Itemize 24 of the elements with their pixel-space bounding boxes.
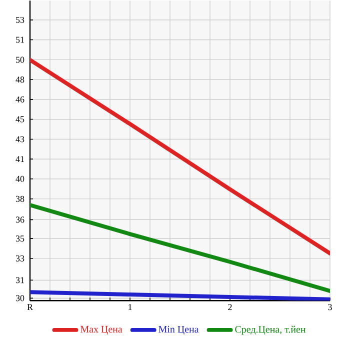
y-tick-label: 35 [16, 236, 24, 242]
y-tick-label: 43 [16, 136, 24, 142]
x-tick-label: 2 [228, 304, 232, 310]
line-series [30, 203, 330, 293]
y-tick-label: 36 [16, 216, 24, 223]
x-tick-label: 1 [128, 304, 132, 310]
y-tick-label: 46 [16, 96, 24, 102]
legend-label: Сред.Цена, т.йен [235, 326, 306, 335]
y-tick-label: 48 [16, 76, 24, 83]
y-tick-label: 40 [16, 176, 24, 182]
y-tick-label: 45 [16, 116, 24, 122]
y-tick-label: 41 [16, 156, 24, 162]
y-tick-label: 51 [16, 36, 24, 43]
y-tick-label: 50 [16, 56, 24, 63]
y-tick-label: 53 [16, 16, 24, 23]
y-tick-label: 38 [16, 196, 24, 202]
line-series [30, 58, 330, 256]
x-tick-label: 3 [328, 304, 332, 310]
x-tick-label: R [27, 304, 33, 310]
y-tick-label: 30 [16, 295, 24, 302]
y-tick-label: 33 [16, 255, 24, 262]
legend-label: Min Цена [158, 326, 199, 335]
y-tick-label: 31 [16, 277, 24, 284]
legend-label: Max Цена [80, 326, 122, 335]
